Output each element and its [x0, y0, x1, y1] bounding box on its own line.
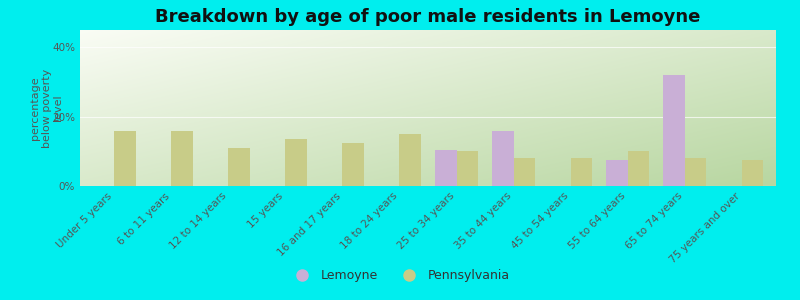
- Bar: [514, 158, 535, 186]
- Bar: [606, 160, 628, 186]
- Bar: [663, 75, 685, 186]
- Bar: [399, 134, 421, 186]
- Bar: [286, 139, 307, 186]
- Bar: [228, 148, 250, 186]
- Bar: [685, 158, 706, 186]
- Bar: [628, 151, 650, 186]
- Bar: [492, 130, 514, 186]
- Legend: Lemoyne, Pennsylvania: Lemoyne, Pennsylvania: [285, 265, 515, 287]
- Bar: [457, 151, 478, 186]
- Y-axis label: percentage
below poverty
level: percentage below poverty level: [30, 68, 63, 148]
- Bar: [435, 150, 457, 186]
- Bar: [342, 143, 364, 186]
- Bar: [742, 160, 763, 186]
- Title: Breakdown by age of poor male residents in Lemoyne: Breakdown by age of poor male residents …: [155, 8, 701, 26]
- Bar: [570, 158, 592, 186]
- Bar: [171, 130, 193, 186]
- Bar: [114, 130, 136, 186]
